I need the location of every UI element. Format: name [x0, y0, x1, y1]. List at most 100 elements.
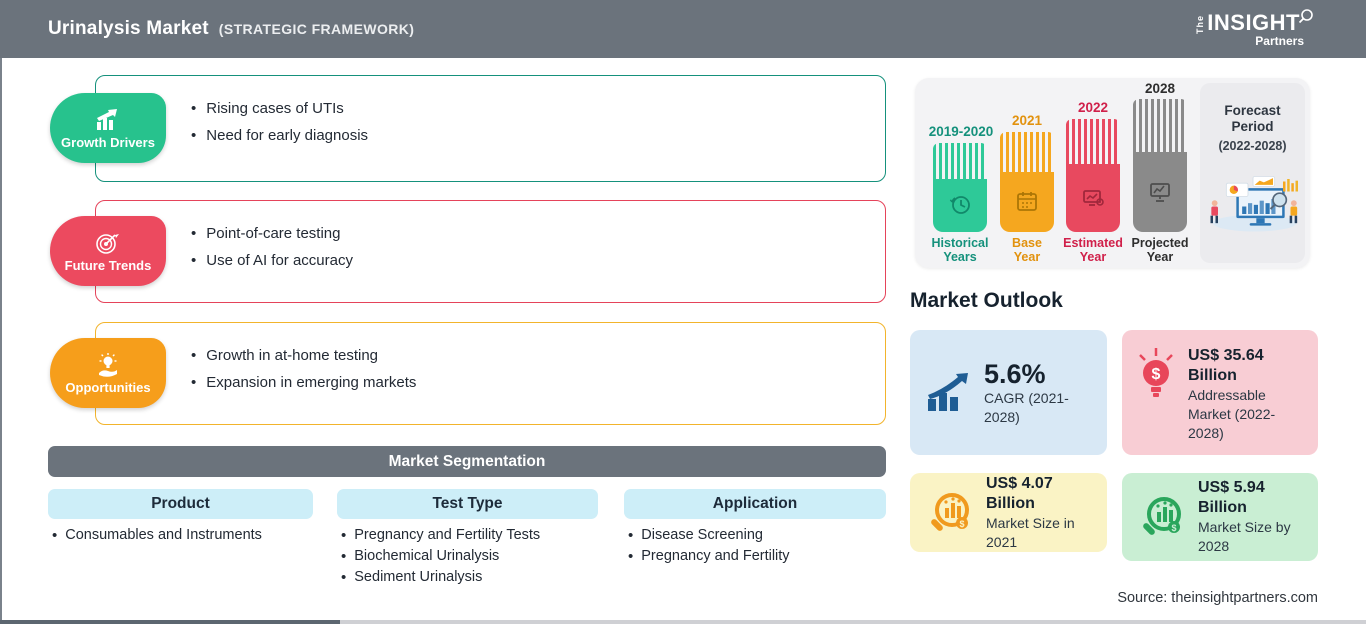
- market-size-2021-value: US$ 4.07 Billion: [986, 474, 1053, 512]
- insight-partners-logo: The INSIGHT Partners: [1195, 8, 1314, 48]
- bulb-dollar-icon: $: [1139, 348, 1173, 397]
- timeline-bar-base: [1000, 132, 1054, 232]
- growth-drivers-badge: Growth Drivers: [50, 93, 166, 163]
- timeline-year: 2022: [1077, 100, 1109, 115]
- opportunities-box: Growth in at-home testing Expansion in e…: [95, 322, 886, 425]
- timeline-bar-historical: [933, 143, 987, 232]
- list-item: Sediment Urinalysis: [341, 567, 602, 588]
- future-trend-item: Point-of-care testing: [191, 220, 865, 247]
- segment-header-product: Product: [48, 489, 313, 519]
- magnifier-chart-icon-orange: $: [931, 492, 969, 531]
- future-trends-badge: Future Trends: [50, 216, 166, 286]
- list-item-text: Pregnancy and Fertility Tests: [354, 527, 541, 543]
- magnifier-icon: [1298, 8, 1313, 23]
- segment-list-test-type: Pregnancy and Fertility Tests Biochemica…: [341, 525, 602, 588]
- badge-label: Future Trends: [64, 257, 152, 273]
- opportunity-item: Growth in at-home testing: [191, 342, 865, 369]
- bar-stripes: [1133, 99, 1187, 153]
- page-title-subtitle: (STRATEGIC FRAMEWORK): [218, 21, 415, 37]
- list-item-text: Disease Screening: [641, 527, 763, 543]
- segment-header-application: Application: [624, 489, 886, 519]
- bulb-hand-icon: [99, 352, 117, 377]
- list-item-text: Pregnancy and Fertility: [641, 548, 790, 564]
- presentation-icon: [1150, 183, 1170, 202]
- timeline-bar-estimated: [1066, 119, 1120, 232]
- segment-header-label: Application: [712, 495, 798, 512]
- forecast-period-range: (2022-2028): [1218, 139, 1287, 153]
- growth-driver-text: Need for early diagnosis: [206, 127, 369, 144]
- page-title-main: Urinalysis Market: [48, 18, 209, 39]
- magnifier-chart-icon-green: $: [1143, 497, 1181, 535]
- segment-list-application: Disease Screening Pregnancy and Fertilit…: [628, 525, 890, 567]
- opportunity-text: Growth in at-home testing: [206, 347, 379, 364]
- opportunities-badge: Opportunities: [50, 338, 166, 408]
- bar-body: [1066, 164, 1120, 232]
- opportunity-item: Expansion in emerging markets: [191, 369, 865, 396]
- bar-body: [933, 178, 987, 232]
- list-item: Biochemical Urinalysis: [341, 546, 602, 567]
- addressable-market-value: US$ 35.64 Billion: [1188, 347, 1264, 384]
- growth-driver-item: Rising cases of UTIs: [191, 95, 865, 122]
- svg-text:$: $: [1171, 523, 1176, 533]
- future-trend-item: Use of AI for accuracy: [191, 247, 865, 274]
- future-trend-text: Use of AI for accuracy: [206, 252, 353, 269]
- forecast-period-panel: Forecast Period (2022-2028): [1200, 83, 1305, 263]
- target-icon: [96, 233, 119, 254]
- analytics-illustration: [1210, 176, 1298, 232]
- svg-text:$: $: [959, 519, 964, 529]
- addressable-market-card: $ US$ 35.64 Billion Addressable Market (…: [1122, 330, 1318, 455]
- timeline-bar-projected: [1133, 99, 1187, 232]
- market-outlook-title: Market Outlook: [910, 289, 1063, 312]
- timeline-bar-label: Estimated Year: [1063, 236, 1123, 264]
- horizontal-scrollbar-thumb[interactable]: [0, 620, 340, 624]
- market-size-2028-card: $ US$ 5.94 Billion Market Size by 2028: [1122, 473, 1318, 561]
- bar-body: [1133, 152, 1187, 232]
- logo-partners-text: Partners: [1255, 33, 1304, 48]
- future-trend-text: Point-of-care testing: [206, 225, 341, 242]
- market-segmentation-title: Market Segmentation: [388, 452, 546, 470]
- timeline-bar-label: Historical Years: [931, 236, 989, 264]
- bar-stripes: [1066, 119, 1120, 165]
- addressable-market-label: Addressable Market (2022-2028): [1188, 387, 1276, 441]
- market-size-2021-card: $ US$ 4.07 Billion Market Size in 2021: [910, 473, 1107, 552]
- future-trends-box: Point-of-care testing Use of AI for accu…: [95, 200, 886, 303]
- growth-drivers-box: Rising cases of UTIs Need for early diag…: [95, 75, 886, 182]
- list-item-text: Biochemical Urinalysis: [354, 548, 500, 564]
- bar-stripes: [1000, 132, 1054, 172]
- segment-header-label: Product: [151, 495, 210, 512]
- cagr-label: CAGR (2021-2028): [984, 389, 1069, 425]
- growth-bars-arrow-icon: [928, 372, 968, 411]
- growth-driver-item: Need for early diagnosis: [191, 122, 865, 149]
- segment-header-test-type: Test Type: [337, 489, 598, 519]
- list-item: Consumables and Instruments: [52, 525, 317, 546]
- list-item: Pregnancy and Fertility Tests: [341, 525, 602, 546]
- svg-text:$: $: [1152, 366, 1161, 383]
- cagr-card: 5.6% CAGR (2021-2028): [910, 330, 1107, 455]
- market-size-2028-value: US$ 5.94 Billion: [1198, 479, 1265, 516]
- timeline-bar-label: Base Year: [1012, 236, 1042, 264]
- timeline-bar-label: Projected Year: [1131, 236, 1189, 264]
- page-title: Urinalysis Market (STRATEGIC FRAMEWORK): [48, 18, 414, 40]
- market-size-2028-label: Market Size by 2028: [1198, 519, 1291, 554]
- market-size-2021-label: Market Size in 2021: [986, 514, 1075, 550]
- timeline-year: 2019-2020: [928, 124, 994, 139]
- list-item: Pregnancy and Fertility: [628, 546, 890, 567]
- list-item-text: Sediment Urinalysis: [354, 569, 483, 585]
- bar-body: [1000, 172, 1054, 232]
- timeline-year: 2021: [1011, 113, 1043, 128]
- bar-stripes: [933, 143, 987, 179]
- badge-label: Growth Drivers: [61, 134, 155, 150]
- list-item: Disease Screening: [628, 525, 890, 546]
- calendar-icon: [1017, 192, 1037, 211]
- left-edge-line: [0, 58, 2, 620]
- segment-list-product: Consumables and Instruments: [52, 525, 317, 546]
- growth-chart-icon: [97, 108, 117, 130]
- monitor-gear-icon: [1083, 190, 1104, 206]
- badge-label: Opportunities: [65, 379, 151, 395]
- growth-driver-text: Rising cases of UTIs: [206, 100, 344, 117]
- opportunity-text: Expansion in emerging markets: [206, 374, 417, 391]
- horizontal-scrollbar-track[interactable]: [0, 620, 1366, 624]
- segment-header-label: Test Type: [432, 495, 503, 512]
- logo-the-text: The: [1195, 14, 1206, 34]
